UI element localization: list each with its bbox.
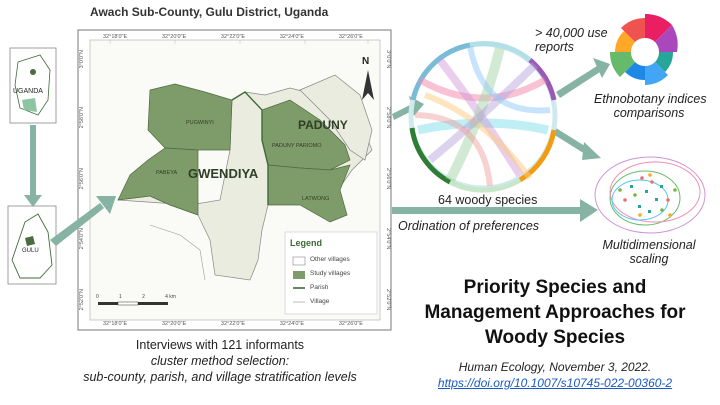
caption-line-3: sub-county, parish, and village stratifi… xyxy=(83,370,357,384)
tick-top-0: 32°18'0"E xyxy=(103,34,128,40)
reports-label: > 40,000 use reports xyxy=(535,26,608,54)
parish-boundary xyxy=(231,91,269,205)
legend-item-other: Other villages xyxy=(310,256,350,263)
village-label-paduny-pariomo: PADUNY PARIOMO xyxy=(272,143,322,149)
tick-left-0: 3°0'0"N xyxy=(79,50,85,69)
scale-label-1: 1 xyxy=(119,294,122,300)
tick-top-3: 32°24'0"E xyxy=(279,34,305,40)
mds-scatter-plot xyxy=(594,156,706,234)
mds-line-1: Multidimensional xyxy=(602,238,696,252)
village-label-pabeya: PABEYA xyxy=(156,170,178,176)
tick-right-4: 2°52'0"N xyxy=(385,288,391,310)
ethno-label: Ethnobotany indices comparisons xyxy=(594,92,707,120)
tick-right-0: 3°0'0"N xyxy=(385,50,391,69)
journal-citation: Human Ecology, November 3, 2022. xyxy=(458,360,652,374)
village-label-latwong: LATWONG xyxy=(302,196,330,202)
chord-diagram xyxy=(408,41,558,193)
awach-in-gulu xyxy=(25,236,35,246)
tick-bottom-1: 32°20'0"E xyxy=(161,321,187,327)
village-boundary xyxy=(149,224,206,281)
tick-left-1: 2°58'0"N xyxy=(79,107,85,129)
caption-line-1: Interviews with 121 informants xyxy=(135,338,305,352)
uganda-lake xyxy=(22,98,37,112)
caption-line-2: cluster method selection: xyxy=(150,354,290,368)
arrow-map-to-chord xyxy=(392,104,414,120)
map-right-ticks: 3°0'0"N 2°58'0"N 2°56'0"N 2°54'0"N 2°52'… xyxy=(381,50,391,310)
scale-label-3: 4 km xyxy=(165,294,176,300)
radial-bar-chart xyxy=(609,13,678,85)
woody-species-label: 64 woody species xyxy=(438,193,538,207)
gulu-marker xyxy=(30,69,36,75)
legend-swatch-study xyxy=(293,271,305,279)
paper-title-line-1: Priority Species and xyxy=(463,277,647,298)
gulu-shape xyxy=(11,213,53,279)
tick-bottom-0: 32°18'0"E xyxy=(103,321,128,327)
study-village-latwong xyxy=(267,164,351,223)
map-bottom-ticks: 32°18'0"E 32°20'0"E 32°22'0"E 32°24'0"E … xyxy=(83,321,383,331)
map-title: Awach Sub-County, Gulu District, Uganda xyxy=(90,5,329,19)
tick-right-2: 2°56'0"N xyxy=(385,167,391,190)
map-left-ticks: 3°0'0"N 2°58'0"N 2°56'0"N 2°54'0"N 2°52'… xyxy=(79,50,89,310)
inset-label-gulu: GULU xyxy=(22,248,39,254)
reports-line-1: > 40,000 use xyxy=(535,26,608,40)
north-label: N xyxy=(362,56,370,67)
scale-label-0: 0 xyxy=(96,294,99,300)
tick-top-4: 32°26'0"E xyxy=(338,34,363,40)
arrow-to-ethno xyxy=(556,66,600,98)
tick-left-2: 2°56'0"N xyxy=(79,167,85,190)
tick-top-2: 32°22'0"E xyxy=(220,34,246,40)
legend-item-village: Village xyxy=(310,298,330,305)
tick-top-1: 32°20'0"E xyxy=(161,34,187,40)
methods-caption: Interviews with 121 informants cluster m… xyxy=(60,337,380,385)
tick-left-3: 2°54'0"N xyxy=(79,228,85,250)
map-top-ticks: 32°18'0"E 32°20'0"E 32°22'0"E 32°24'0"E … xyxy=(83,34,383,44)
arrow-gulu-to-map xyxy=(50,203,104,246)
legend-item-parish: Parish xyxy=(310,284,329,291)
scale-label-2: 2 xyxy=(142,294,145,300)
paper-title-line-2: Management Approaches for xyxy=(424,302,686,323)
arrow-to-mds xyxy=(553,128,588,154)
village-label-pugwinyi: PUGWINYI xyxy=(186,120,214,126)
tick-right-3: 2°54'0"N xyxy=(385,228,391,250)
other-villages-east xyxy=(299,74,373,161)
ordination-label: Ordination of preferences xyxy=(398,219,540,233)
legend-item-study: Study villages xyxy=(310,270,351,277)
arrow-uganda-to-gulu xyxy=(30,125,36,197)
inset-label-uganda: UGANDA xyxy=(13,88,43,95)
mds-line-2: scaling xyxy=(629,252,669,266)
paper-title: Priority Species and Management Approach… xyxy=(405,275,705,350)
paper-title-line-3: Woody Species xyxy=(484,327,626,348)
reports-line-2: reports xyxy=(535,40,574,54)
arrow-ordination xyxy=(392,207,582,214)
tick-right-1: 2°58'0"N xyxy=(385,107,391,129)
north-arrow-icon xyxy=(362,70,374,100)
parish-label-gwendiya: GWENDIYA xyxy=(188,166,259,181)
ethno-line-1: Ethnobotany indices xyxy=(594,92,707,106)
tick-bottom-4: 32°26'0"E xyxy=(338,321,363,327)
tick-left-4: 2°52'0"N xyxy=(79,288,85,310)
tick-bottom-3: 32°24'0"E xyxy=(279,321,305,327)
legend-title: Legend xyxy=(290,238,323,248)
parish-label-paduny: PADUNY xyxy=(298,118,348,132)
scale-bar-labels: 0 1 2 4 km xyxy=(96,294,176,300)
mds-label: Multidimensional scaling xyxy=(594,238,704,266)
study-village-pabeya xyxy=(117,147,199,216)
study-village-pugwinyi xyxy=(147,83,233,151)
ethno-line-2: comparisons xyxy=(613,106,685,120)
legend-swatch-other xyxy=(292,256,306,266)
doi-link[interactable]: https://doi.org/10.1007/s10745-022-00360… xyxy=(437,376,673,390)
tick-bottom-2: 32°22'0"E xyxy=(220,321,246,327)
scale-bar xyxy=(98,301,168,306)
